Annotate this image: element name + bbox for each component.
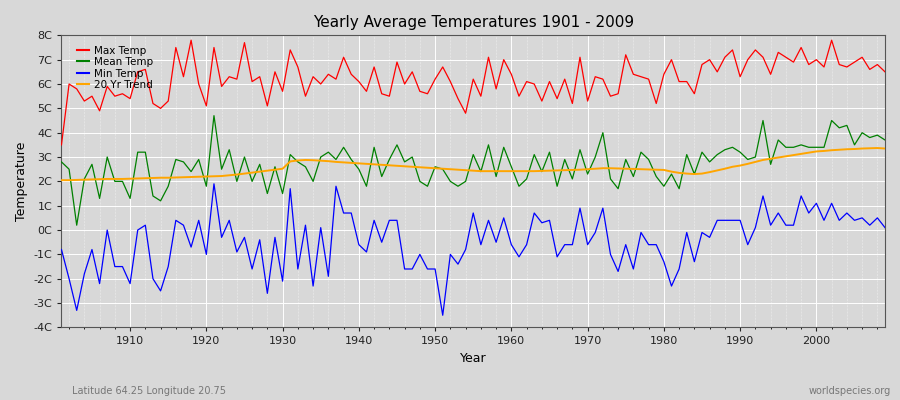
Title: Yearly Average Temperatures 1901 - 2009: Yearly Average Temperatures 1901 - 2009 xyxy=(312,15,634,30)
Text: worldspecies.org: worldspecies.org xyxy=(809,386,891,396)
Legend: Max Temp, Mean Temp, Min Temp, 20 Yr Trend: Max Temp, Mean Temp, Min Temp, 20 Yr Tre… xyxy=(75,44,155,92)
X-axis label: Year: Year xyxy=(460,352,487,365)
Text: Latitude 64.25 Longitude 20.75: Latitude 64.25 Longitude 20.75 xyxy=(72,386,226,396)
Y-axis label: Temperature: Temperature xyxy=(15,142,28,221)
